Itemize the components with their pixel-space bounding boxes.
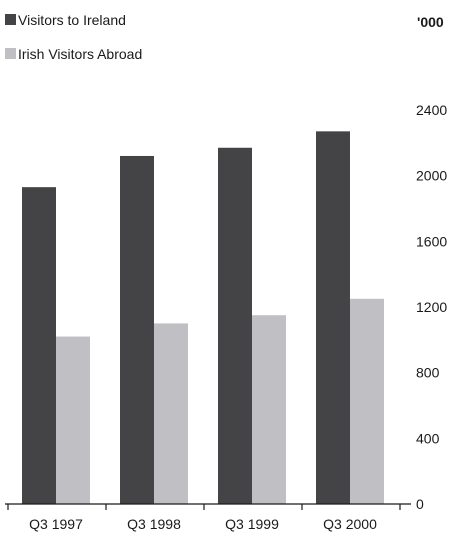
y-axis: 0 400 800 1200 1600 2000 2400 [416,102,447,512]
bar-irish-visitors-abroad-q3-1997 [56,336,90,504]
legend-swatch-visitors-to-ireland [5,14,16,25]
bar-visitors-to-ireland-q3-1997 [22,187,56,505]
x-tick-label: Q3 1998 [127,516,181,532]
legend-swatch-irish-visitors-abroad [5,48,16,59]
y-tick-label: 1200 [416,299,447,315]
y-tick-label: 0 [416,496,424,512]
bar-visitors-to-ireland-q3-2000 [316,131,350,504]
bars [22,131,384,505]
y-tick-label: 800 [416,365,440,381]
legend-label-visitors-to-ireland: Visitors to Ireland [18,12,126,28]
x-tick-label: Q3 1997 [29,516,83,532]
x-axis: Q3 1997 Q3 1998 Q3 1999 Q3 2000 [5,503,411,532]
legend-label-irish-visitors-abroad: Irish Visitors Abroad [18,46,142,62]
bar-irish-visitors-abroad-q3-1998 [154,323,188,504]
bar-irish-visitors-abroad-q3-2000 [350,298,384,504]
bar-visitors-to-ireland-q3-1998 [120,155,154,504]
y-tick-label: 2000 [416,168,447,184]
x-tick-label: Q3 2000 [323,516,377,532]
y-tick-label: 400 [416,430,440,446]
y-tick-label: 2400 [416,102,447,118]
bar-irish-visitors-abroad-q3-1999 [252,315,286,504]
unit-label: '000 [417,14,444,30]
y-tick-label: 1600 [416,233,447,249]
x-tick-label: Q3 1999 [225,516,279,532]
bar-visitors-to-ireland-q3-1999 [218,147,252,504]
legend: Visitors to Ireland Irish Visitors Abroa… [5,12,142,62]
